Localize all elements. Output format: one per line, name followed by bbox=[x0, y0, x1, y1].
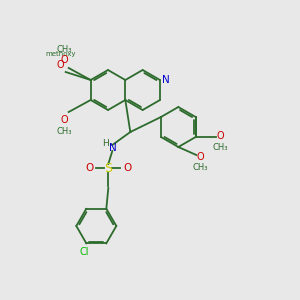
Text: S: S bbox=[104, 161, 112, 175]
Text: methoxy: methoxy bbox=[45, 51, 76, 57]
Text: O: O bbox=[123, 163, 131, 173]
Text: CH₃: CH₃ bbox=[57, 44, 72, 53]
Text: CH₃: CH₃ bbox=[57, 127, 72, 136]
Text: O: O bbox=[61, 115, 68, 125]
Text: O: O bbox=[57, 60, 64, 70]
Text: O: O bbox=[196, 152, 204, 162]
Text: O: O bbox=[217, 131, 224, 141]
Text: CH₃: CH₃ bbox=[193, 164, 208, 172]
Text: CH₃: CH₃ bbox=[213, 143, 228, 152]
Text: O: O bbox=[61, 55, 68, 65]
Text: H: H bbox=[102, 139, 109, 148]
Text: N: N bbox=[110, 143, 117, 153]
Text: Cl: Cl bbox=[80, 247, 89, 257]
Text: N: N bbox=[162, 75, 170, 85]
Text: O: O bbox=[85, 163, 93, 173]
